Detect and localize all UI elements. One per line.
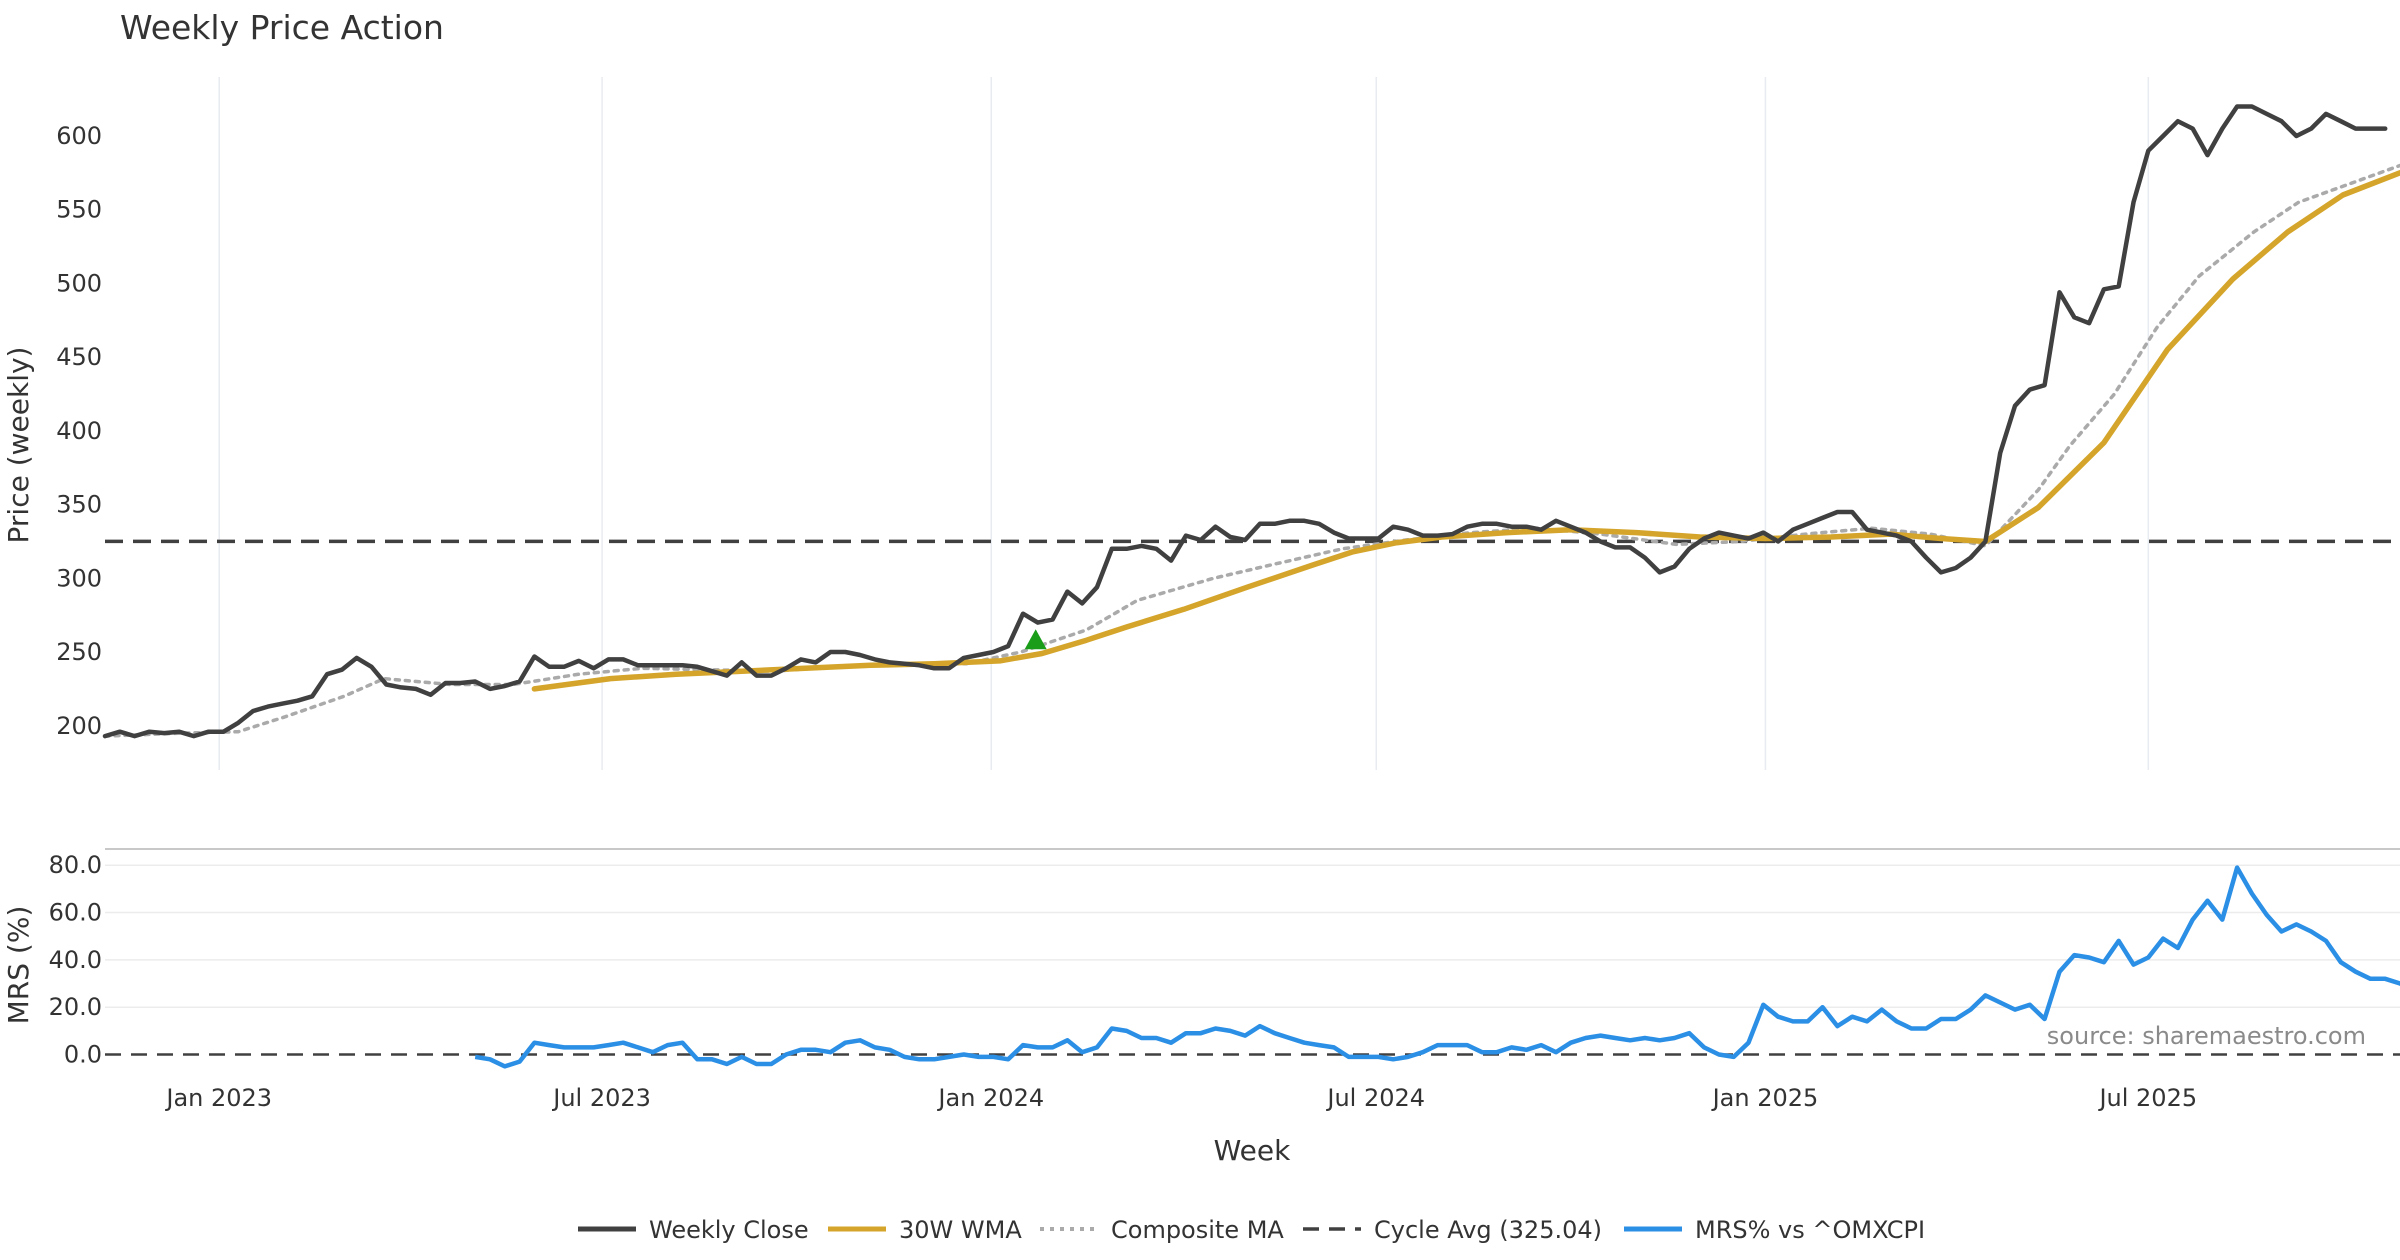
price-y-tick-label: 200 [56, 712, 102, 740]
mrs-series [105, 865, 2400, 1069]
legend: Weekly Close 30W WMA Composite MA Cycle Avg… [578, 1216, 1925, 1244]
weekly-close-line [102, 104, 2388, 739]
mrs-y-tick-label: 0.0 [64, 1041, 102, 1069]
wma-30w-line [531, 170, 2400, 692]
mrs-line [474, 865, 2400, 1069]
price-y-tick-label: 350 [56, 491, 102, 519]
price-y-tick-label: 450 [56, 343, 102, 371]
price-y-ticks: 200 250 300 350 400 450 500 550 600 [56, 122, 102, 740]
legend-label: 30W WMA [899, 1216, 1022, 1244]
mrs-y-axis-title: MRS (%) [2, 906, 35, 1025]
mrs-y-tick-label: 60.0 [49, 899, 102, 927]
price-y-axis-title: Price (weekly) [2, 347, 35, 544]
composite-ma-line [103, 163, 2400, 738]
mrs-y-ticks: 0.0 20.0 40.0 60.0 80.0 [49, 851, 102, 1068]
chart-title: Weekly Price Action [120, 8, 444, 47]
x-tick-label: Jul 2024 [1325, 1084, 1425, 1112]
price-series [102, 104, 2400, 739]
x-tick-label: Jul 2025 [2097, 1084, 2197, 1112]
x-ticks: Jan 2023 Jul 2023 Jan 2024 Jul 2024 Jan 2025… [164, 1084, 2197, 1112]
price-y-tick-label: 550 [56, 196, 102, 224]
legend-label: Weekly Close [649, 1216, 809, 1244]
mrs-y-tick-label: 80.0 [49, 851, 102, 879]
mrs-y-tick-label: 40.0 [49, 946, 102, 974]
source-note: source: sharemaestro.com [2047, 1022, 2366, 1050]
legend-label: Composite MA [1111, 1216, 1284, 1244]
price-y-tick-label: 300 [56, 564, 102, 592]
buy-signal-marker [1024, 629, 1047, 650]
x-axis-title: Week [1214, 1134, 1291, 1167]
price-y-tick-label: 400 [56, 417, 102, 445]
legend-label: MRS% vs ^OMXCPI [1695, 1216, 1925, 1244]
mrs-y-tick-label: 20.0 [49, 993, 102, 1021]
x-tick-label: Jul 2023 [551, 1084, 651, 1112]
price-panel-grid [218, 77, 2150, 770]
legend-label: Cycle Avg (325.04) [1374, 1216, 1602, 1244]
price-y-tick-label: 500 [56, 269, 102, 297]
price-y-tick-label: 250 [56, 638, 102, 666]
x-tick-label: Jan 2023 [164, 1084, 272, 1112]
price-y-tick-label: 600 [56, 122, 102, 150]
x-tick-label: Jan 2024 [936, 1084, 1044, 1112]
x-tick-label: Jan 2025 [1711, 1084, 1819, 1112]
